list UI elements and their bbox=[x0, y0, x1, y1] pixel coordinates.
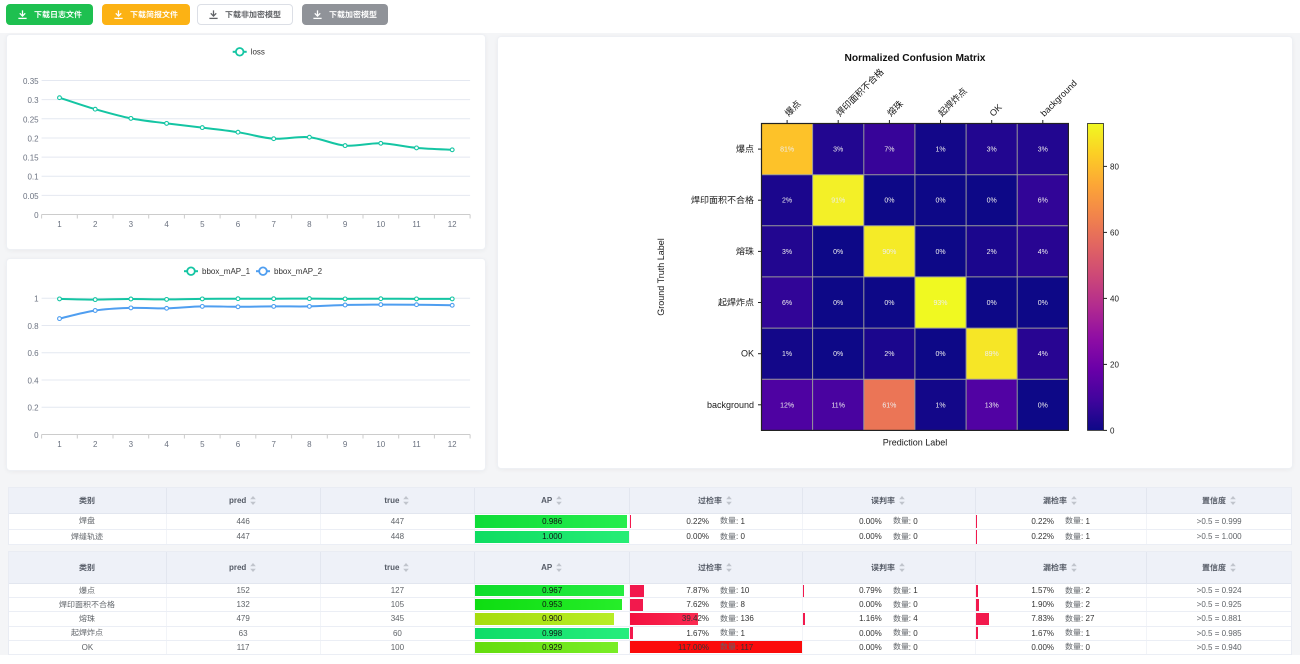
svg-text:0%: 0% bbox=[884, 300, 894, 307]
svg-text:1: 1 bbox=[57, 440, 62, 449]
svg-text:9: 9 bbox=[343, 220, 348, 229]
svg-text:0.4: 0.4 bbox=[27, 377, 39, 386]
svg-text:0%: 0% bbox=[1038, 402, 1048, 409]
svg-text:bbox_mAP_2: bbox_mAP_2 bbox=[274, 267, 323, 276]
svg-text:3%: 3% bbox=[1038, 147, 1048, 154]
svg-text:2: 2 bbox=[93, 440, 98, 449]
svg-text:8: 8 bbox=[307, 220, 312, 229]
svg-text:0%: 0% bbox=[935, 198, 945, 205]
svg-text:1%: 1% bbox=[935, 147, 945, 154]
svg-text:80: 80 bbox=[1110, 162, 1119, 171]
svg-text:0: 0 bbox=[34, 211, 39, 220]
svg-text:11%: 11% bbox=[831, 402, 845, 409]
svg-text:11: 11 bbox=[412, 220, 421, 229]
svg-text:0%: 0% bbox=[935, 249, 945, 256]
svg-text:0%: 0% bbox=[884, 198, 894, 205]
svg-text:0%: 0% bbox=[1038, 300, 1048, 307]
svg-text:10: 10 bbox=[376, 440, 385, 449]
svg-text:1%: 1% bbox=[935, 402, 945, 409]
svg-text:0%: 0% bbox=[987, 198, 997, 205]
svg-text:61%: 61% bbox=[882, 402, 896, 409]
svg-text:3%: 3% bbox=[782, 249, 792, 256]
svg-text:11: 11 bbox=[412, 440, 421, 449]
svg-text:3%: 3% bbox=[987, 147, 997, 154]
svg-text:3: 3 bbox=[129, 220, 134, 229]
svg-text:6%: 6% bbox=[782, 300, 792, 307]
svg-text:3: 3 bbox=[129, 440, 134, 449]
svg-text:7: 7 bbox=[271, 440, 276, 449]
svg-text:4%: 4% bbox=[1038, 249, 1048, 256]
svg-text:2%: 2% bbox=[782, 198, 792, 205]
svg-text:2%: 2% bbox=[987, 249, 997, 256]
svg-text:81%: 81% bbox=[780, 147, 794, 154]
svg-text:1: 1 bbox=[34, 295, 39, 304]
svg-text:5: 5 bbox=[200, 220, 205, 229]
svg-text:OK: OK bbox=[988, 102, 1004, 118]
svg-text:Prediction Label: Prediction Label bbox=[883, 438, 948, 448]
svg-text:loss: loss bbox=[251, 48, 265, 57]
svg-text:0%: 0% bbox=[987, 300, 997, 307]
svg-text:0.2: 0.2 bbox=[27, 404, 39, 413]
svg-text:0.2: 0.2 bbox=[27, 134, 39, 143]
svg-text:0.6: 0.6 bbox=[27, 349, 39, 358]
svg-text:90%: 90% bbox=[882, 249, 896, 256]
svg-text:0.8: 0.8 bbox=[27, 322, 39, 331]
svg-text:Normalized Confusion Matrix: Normalized Confusion Matrix bbox=[845, 53, 986, 64]
svg-text:3%: 3% bbox=[833, 147, 843, 154]
svg-text:bbox_mAP_1: bbox_mAP_1 bbox=[202, 267, 251, 276]
svg-text:4: 4 bbox=[164, 440, 169, 449]
svg-text:40: 40 bbox=[1110, 294, 1119, 303]
svg-text:0.15: 0.15 bbox=[23, 154, 39, 163]
svg-text:1: 1 bbox=[57, 220, 62, 229]
svg-text:4: 4 bbox=[164, 220, 169, 229]
svg-text:91%: 91% bbox=[831, 198, 845, 205]
svg-text:0%: 0% bbox=[935, 351, 945, 358]
svg-text:0%: 0% bbox=[833, 249, 843, 256]
svg-text:12%: 12% bbox=[780, 402, 794, 409]
svg-text:background: background bbox=[707, 400, 754, 410]
svg-text:0.05: 0.05 bbox=[23, 192, 39, 201]
svg-text:0%: 0% bbox=[833, 300, 843, 307]
svg-text:4%: 4% bbox=[1038, 351, 1048, 358]
svg-text:2: 2 bbox=[93, 220, 98, 229]
svg-text:OK: OK bbox=[741, 349, 754, 359]
svg-text:6: 6 bbox=[236, 440, 241, 449]
svg-text:7: 7 bbox=[271, 220, 276, 229]
svg-text:93%: 93% bbox=[933, 300, 947, 307]
svg-text:2%: 2% bbox=[884, 351, 894, 358]
svg-text:0.3: 0.3 bbox=[27, 96, 39, 105]
svg-text:0.25: 0.25 bbox=[23, 115, 39, 124]
svg-text:10: 10 bbox=[376, 220, 385, 229]
svg-text:8: 8 bbox=[307, 440, 312, 449]
svg-text:12: 12 bbox=[448, 220, 457, 229]
svg-text:13%: 13% bbox=[985, 402, 999, 409]
svg-text:6%: 6% bbox=[1038, 198, 1048, 205]
svg-text:background: background bbox=[1039, 78, 1079, 118]
svg-text:89%: 89% bbox=[985, 351, 999, 358]
svg-text:Ground Truth Label: Ground Truth Label bbox=[656, 238, 666, 316]
svg-text:0.1: 0.1 bbox=[27, 173, 39, 182]
svg-text:0: 0 bbox=[1110, 426, 1115, 435]
svg-text:6: 6 bbox=[236, 220, 241, 229]
svg-text:1%: 1% bbox=[782, 351, 792, 358]
svg-text:20: 20 bbox=[1110, 360, 1119, 369]
svg-text:0.35: 0.35 bbox=[23, 77, 39, 86]
svg-text:60: 60 bbox=[1110, 228, 1119, 237]
svg-text:7%: 7% bbox=[884, 147, 894, 154]
svg-text:9: 9 bbox=[343, 440, 348, 449]
svg-text:0%: 0% bbox=[833, 351, 843, 358]
svg-text:12: 12 bbox=[448, 440, 457, 449]
svg-text:5: 5 bbox=[200, 440, 205, 449]
svg-text:0: 0 bbox=[34, 431, 39, 440]
